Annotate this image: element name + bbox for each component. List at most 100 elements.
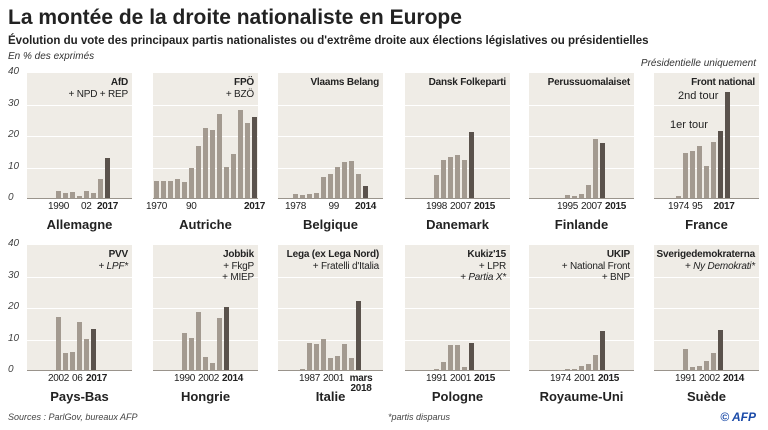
bar [196, 146, 201, 198]
bar [711, 142, 716, 198]
plot-area: AfD + NPD + REP [27, 73, 132, 199]
x-tick-label: 2017 [713, 201, 735, 212]
bar [469, 342, 474, 370]
gridline [529, 276, 634, 278]
gridline [405, 308, 510, 309]
bar [455, 345, 460, 370]
x-tick-label: 1990 [48, 201, 70, 212]
party-line: Vlaams Belang [310, 77, 379, 88]
x-tick-label: 02 [81, 201, 92, 212]
party-label: Front national [691, 77, 755, 89]
bar [718, 330, 723, 370]
x-tick-label: 2017 [97, 201, 119, 212]
bar [593, 138, 598, 198]
bar [349, 160, 354, 198]
gridline [405, 276, 510, 278]
x-tick-label: 06 [72, 373, 83, 384]
plot-area: Front national [654, 73, 759, 199]
x-tick-label: 1998 [426, 201, 448, 212]
plot-area: Vlaams Belang [278, 73, 383, 199]
baseline [153, 370, 258, 371]
country-label: Belgique [303, 217, 358, 232]
bar [448, 345, 453, 370]
gridline [27, 167, 132, 169]
x-tick-label: 1974 [668, 201, 690, 212]
gridline [278, 276, 383, 278]
party-line: + Ny Demokrati* [684, 260, 755, 272]
footnote-text: *partis disparus [388, 412, 451, 422]
bar [600, 143, 605, 198]
party-line: PVV [108, 249, 129, 260]
bar [342, 344, 347, 370]
x-tick-label: 1995 [557, 201, 579, 212]
gridline [405, 339, 510, 341]
plot-area: Sverigedemokraterna + Ny Demokrati* [654, 245, 759, 371]
baseline [27, 370, 132, 371]
x-tick-label: 1990 [174, 373, 196, 384]
x-tick-label: 99 [328, 201, 340, 212]
bar [579, 193, 584, 198]
afp-logo: © AFP [720, 410, 756, 424]
x-tick-label: 2017 [244, 201, 266, 212]
x-tick-label: 2014 [723, 373, 745, 384]
bar [586, 363, 591, 370]
bar [293, 193, 298, 198]
bar [98, 178, 103, 198]
party-label: FPÖ + BZÖ [226, 77, 254, 100]
bar [300, 194, 305, 198]
bar [91, 329, 96, 370]
party-label: Sverigedemokraterna + Ny Demokrati* [657, 249, 756, 272]
bar [196, 311, 201, 370]
panel-italie: Lega (ex Lega Nord) + Fratelli d'Italia 19… [278, 245, 383, 415]
bar [182, 182, 187, 198]
bar [342, 162, 347, 198]
plot-area: Perussuomalaiset [529, 73, 634, 199]
x-tick-label: 2001 [323, 373, 345, 384]
baseline [405, 198, 510, 199]
party-line: Perussuomalaiset [547, 77, 631, 88]
baseline [529, 370, 634, 371]
party-label: Lega (ex Lega Nord) + Fratelli d'Italia [287, 249, 380, 272]
party-line: + Partia X* [460, 272, 506, 283]
x-tick-label: 2007 [581, 201, 603, 212]
bar [697, 145, 702, 198]
y-tick-label: 40 [8, 66, 20, 77]
bar [189, 337, 194, 370]
bar [70, 192, 75, 198]
country-label: Danemark [426, 217, 489, 232]
gridline [153, 276, 258, 278]
bar [56, 316, 61, 370]
baseline [153, 198, 258, 199]
gridline [278, 339, 383, 341]
gridline [654, 136, 759, 137]
bar [335, 167, 340, 198]
bar [683, 349, 688, 370]
party-line: + BZÖ [225, 88, 254, 100]
bar [469, 132, 474, 198]
bar [697, 366, 702, 370]
x-tick-label: 2014 [355, 201, 377, 212]
bar [231, 154, 236, 198]
gridline [278, 308, 383, 309]
bar [565, 194, 570, 198]
bar [307, 342, 312, 370]
bar [434, 369, 439, 370]
baseline [278, 370, 383, 371]
gridline [278, 104, 383, 106]
bar [356, 174, 361, 198]
gridline [27, 136, 132, 137]
x-tick-label: 2014 [222, 373, 244, 384]
bar [84, 338, 89, 370]
gridline [27, 104, 132, 106]
gridline [529, 167, 634, 169]
gridline [278, 136, 383, 137]
bar [704, 361, 709, 370]
plot-area: Jobbik + FkgP + MIEP [153, 245, 258, 371]
bar [63, 352, 68, 370]
country-label: Autriche [179, 217, 232, 232]
bar [321, 177, 326, 198]
panel-hongrie: Jobbik + FkgP + MIEP 1990 2002 2014 Hongrie [153, 245, 258, 415]
x-tick-label: 2015 [474, 201, 496, 212]
x-tick-label: 1974 [550, 373, 572, 384]
plot-area: Kukiz'15 + LPR + Partia X* [405, 245, 510, 371]
